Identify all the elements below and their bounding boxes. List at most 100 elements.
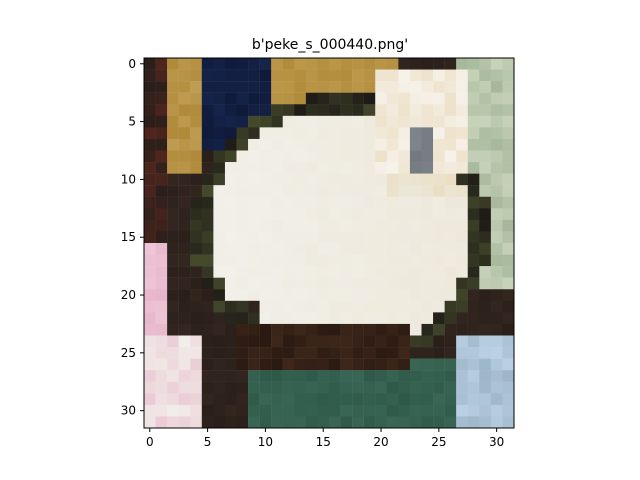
image-pixel (479, 404, 492, 417)
image-pixel (444, 277, 457, 290)
image-pixel (259, 58, 272, 70)
image-pixel (271, 243, 283, 255)
image-pixel (433, 416, 445, 429)
image-pixel (271, 208, 283, 221)
image-pixel (502, 243, 515, 255)
image-pixel (167, 358, 179, 371)
image-pixel (190, 150, 203, 163)
image-pixel (352, 81, 364, 93)
image-pixel (271, 358, 283, 371)
y-axis: 0 5 10 15 20 25 30 (121, 57, 144, 418)
image-pixel (248, 81, 260, 93)
image-pixel (409, 196, 422, 209)
image-pixel (190, 219, 203, 232)
image-pixel (363, 185, 376, 197)
image-pixel (479, 347, 492, 359)
image-pixel (329, 277, 341, 290)
image-pixel (317, 266, 330, 278)
image-pixel (340, 104, 353, 117)
image-pixel (305, 81, 318, 93)
image-pixel (398, 243, 411, 255)
image-pixel (329, 243, 341, 255)
image-pixel (155, 393, 168, 406)
image-pixel (155, 289, 168, 302)
image-pixel (213, 92, 226, 105)
image-pixel (433, 393, 445, 406)
image-pixel (409, 219, 422, 232)
image-pixel (340, 127, 353, 140)
y-tick-label: 10 (121, 172, 136, 186)
image-pixel (490, 243, 503, 255)
image-pixel (271, 404, 283, 417)
image-pixel (467, 266, 480, 278)
image-pixel (490, 219, 503, 232)
image-pixel (294, 393, 307, 406)
image-pixel (502, 104, 515, 117)
image-pixel (317, 104, 330, 117)
image-pixel (329, 347, 341, 359)
image-pixel (201, 312, 214, 325)
image-pixel (213, 370, 226, 382)
image-pixel (421, 196, 434, 209)
image-pixel (456, 358, 468, 371)
image-pixel (456, 173, 468, 186)
image-pixel (375, 127, 388, 140)
image-pixel (444, 219, 457, 232)
image-pixel (224, 150, 237, 163)
image-pixel (167, 370, 179, 382)
image-pixel (317, 358, 330, 371)
image-pixel (375, 208, 388, 221)
image-pixel (144, 289, 156, 302)
image-pixel (456, 185, 468, 197)
image-pixel (409, 312, 422, 325)
image-pixel (178, 323, 191, 336)
image-pixel (317, 162, 330, 174)
image-pixel (479, 185, 492, 197)
image-pixel (444, 185, 457, 197)
image-pixel (409, 300, 422, 313)
image-pixel (386, 185, 399, 197)
image-pixel (144, 370, 156, 382)
image-pixel (375, 150, 388, 163)
image-pixel (190, 300, 203, 313)
image-pixel (479, 196, 492, 209)
image-pixel (340, 381, 353, 394)
image-pixel (409, 404, 422, 417)
image-pixel (502, 323, 515, 336)
image-pixel (386, 104, 399, 117)
image-pixel (398, 347, 411, 359)
image-pixel (144, 185, 156, 197)
image-pixel (421, 150, 434, 163)
image-pixel (224, 266, 237, 278)
image-pixel (456, 300, 468, 313)
image-pixel (386, 208, 399, 221)
image-pixel (178, 69, 191, 82)
image-pixel (201, 104, 214, 117)
image-pixel (144, 254, 156, 267)
image-pixel (467, 81, 480, 93)
image-pixel (409, 277, 422, 290)
image-pixel (190, 416, 203, 429)
image-pixel (236, 173, 249, 186)
image-pixel (224, 289, 237, 302)
image-pixel (479, 323, 492, 336)
image-pixel (213, 173, 226, 186)
image-pixel (224, 416, 237, 429)
image-pixel (409, 69, 422, 82)
image-pixel (456, 104, 468, 117)
image-pixel (363, 266, 376, 278)
image-pixel (421, 370, 434, 382)
image-pixel (479, 243, 492, 255)
image-pixel (271, 393, 283, 406)
image-pixel (167, 58, 179, 70)
image-pixel (190, 347, 203, 359)
image-pixel (490, 370, 503, 382)
image-pixel (398, 69, 411, 82)
image-pixel (444, 162, 457, 174)
image-pixel (201, 58, 214, 70)
image-pixel (456, 150, 468, 163)
image-pixel (167, 335, 179, 348)
image-pixel (340, 243, 353, 255)
image-pixel (363, 335, 376, 348)
image-pixel (271, 335, 283, 348)
